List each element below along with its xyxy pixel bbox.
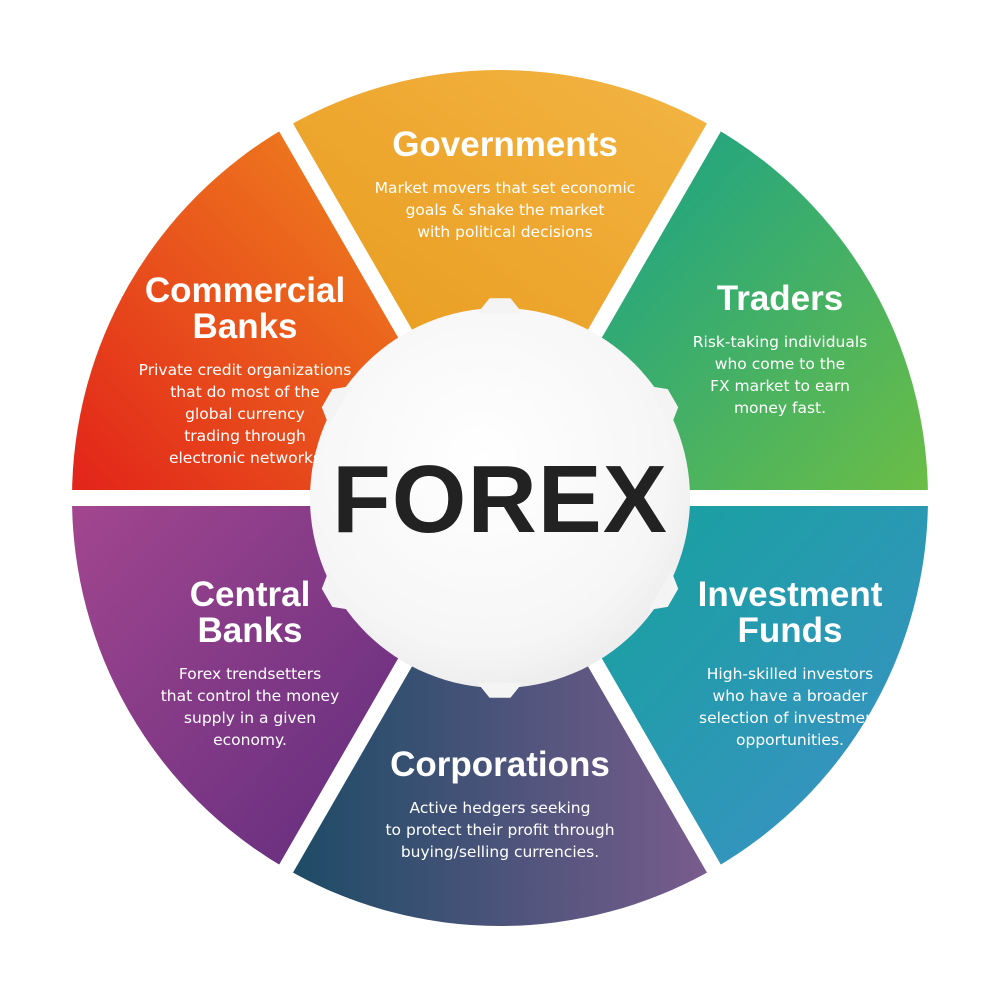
segment-description-central-banks: Forex trendsetters that control the mone… <box>160 665 340 749</box>
hub-notch <box>321 570 352 610</box>
segment-title-corporations: Corporations <box>390 745 610 784</box>
segment-description-commercial-banks: Private credit organizations that do mos… <box>138 361 352 467</box>
segment-description-traders: Risk-taking individuals who come to the … <box>692 333 868 417</box>
center-title: FOREX <box>332 446 668 553</box>
hub-notch <box>477 682 523 698</box>
segment-traders: Traders Risk-taking individuals who come… <box>660 281 900 419</box>
center-hub <box>310 298 690 698</box>
segment-shape-governments <box>286 69 714 369</box>
segment-corporations: Corporations Active hedgers seeking to p… <box>340 747 660 863</box>
hub-notch <box>648 570 679 610</box>
segment-description-governments: Market movers that set economic goals & … <box>374 179 636 241</box>
center-hub-circle <box>310 308 690 688</box>
segment-description-corporations: Active hedgers seeking to protect their … <box>385 799 615 861</box>
segment-investment-funds: Investment Funds High-skilled investors … <box>650 577 930 751</box>
segment-description-investment-funds: High-skilled investors who have a broade… <box>699 665 881 749</box>
segment-title-traders: Traders <box>716 279 844 318</box>
segment-governments: Governments Market movers that set econo… <box>345 127 665 243</box>
segment-central-banks: Central Banks Forex trendsetters that co… <box>120 577 380 751</box>
segment-commercial-banks: Commercial Banks Private credit organiza… <box>95 273 395 469</box>
segment-title-investment-funds: Investment Funds <box>697 575 883 650</box>
segment-title-commercial-banks: Commercial Banks <box>144 271 346 346</box>
hub-notch <box>321 386 352 426</box>
segment-title-governments: Governments <box>392 125 618 164</box>
hub-notch <box>477 298 523 314</box>
segment-title-central-banks: Central Banks <box>189 575 311 650</box>
segment-shape-corporations <box>286 627 714 926</box>
hub-notch <box>648 386 679 426</box>
